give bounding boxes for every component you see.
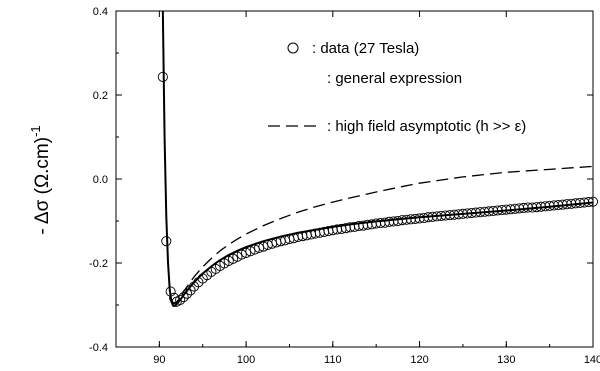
data-point [574, 197, 586, 208]
data-point [553, 199, 564, 211]
data-point [540, 201, 551, 212]
x-tick-label: 140 [584, 354, 600, 366]
plot-frame [115, 10, 594, 348]
data-point [544, 200, 555, 211]
data-point [410, 213, 421, 224]
data-point [165, 286, 176, 297]
asymptotic-curve [162, 10, 594, 305]
legend-marker-data [287, 42, 299, 54]
x-tick-label: 120 [410, 354, 428, 366]
y-tick-label: 0.4 [93, 6, 108, 18]
data-point [557, 199, 568, 210]
data-point [466, 207, 477, 219]
legend-label-asymptotic: : high field asymptotic (h >> ε) [327, 118, 526, 135]
legend-label-data: : data (27 Tesla) [312, 40, 419, 57]
data-point [245, 246, 256, 257]
y-axis-label-text: - Δσ (Ω.cm) [32, 137, 53, 235]
data-point [462, 208, 473, 219]
data-point [431, 211, 442, 222]
data-point [423, 212, 434, 223]
data-point [457, 208, 468, 219]
data-point [397, 215, 408, 226]
data-point [175, 294, 186, 306]
y-axis-ticks: 0.4 0.2 0.0 -0.2 -0.4 [89, 6, 593, 354]
legend: : data (27 Tesla) : general expression :… [268, 40, 526, 135]
data-point [505, 204, 516, 215]
data-point [479, 206, 490, 217]
data-point [566, 198, 577, 209]
data-point [161, 236, 172, 247]
data-point [470, 207, 481, 218]
y-tick-label: -0.4 [89, 342, 108, 354]
legend-label-general: : general expression [327, 70, 462, 87]
y-tick-label: 0.0 [93, 174, 108, 186]
data-point [182, 288, 193, 299]
data-point [518, 202, 529, 214]
data-point [157, 71, 168, 82]
y-axis-label: - Δσ (Ω.cm)-1 [28, 125, 53, 234]
data-point [583, 197, 594, 208]
data-point [492, 205, 503, 216]
x-tick-label: 110 [324, 354, 342, 366]
y-tick-label: 0.2 [93, 90, 108, 102]
data-point [587, 196, 599, 207]
data-point [522, 202, 534, 213]
data-point [444, 210, 455, 221]
x-tick-label: 100 [237, 354, 255, 366]
data-point [514, 203, 525, 214]
data-point [496, 205, 507, 216]
x-tick-label: 90 [153, 354, 165, 366]
data-point [449, 209, 460, 220]
y-axis-label-superscript: -1 [28, 125, 43, 137]
data-point [401, 214, 412, 225]
data-point [561, 199, 573, 210]
data-point [178, 291, 189, 303]
data-point [527, 202, 538, 213]
data-point [579, 197, 590, 208]
x-tick-label: 130 [497, 354, 515, 366]
data-point [483, 206, 494, 217]
data-point [509, 203, 521, 214]
data-point [436, 210, 447, 222]
data-point [241, 247, 252, 258]
data-point [384, 216, 395, 227]
svg-text:- Δσ (Ω.cm)-1: - Δσ (Ω.cm)-1 [28, 125, 53, 234]
x-axis-ticks: 90 100 110 120 130 140 [115, 11, 600, 366]
data-point [531, 202, 542, 213]
data-point [371, 218, 382, 229]
data-point [236, 249, 247, 260]
data-points [157, 71, 599, 307]
data-point [185, 285, 196, 296]
y-tick-label: -0.2 [89, 258, 108, 270]
